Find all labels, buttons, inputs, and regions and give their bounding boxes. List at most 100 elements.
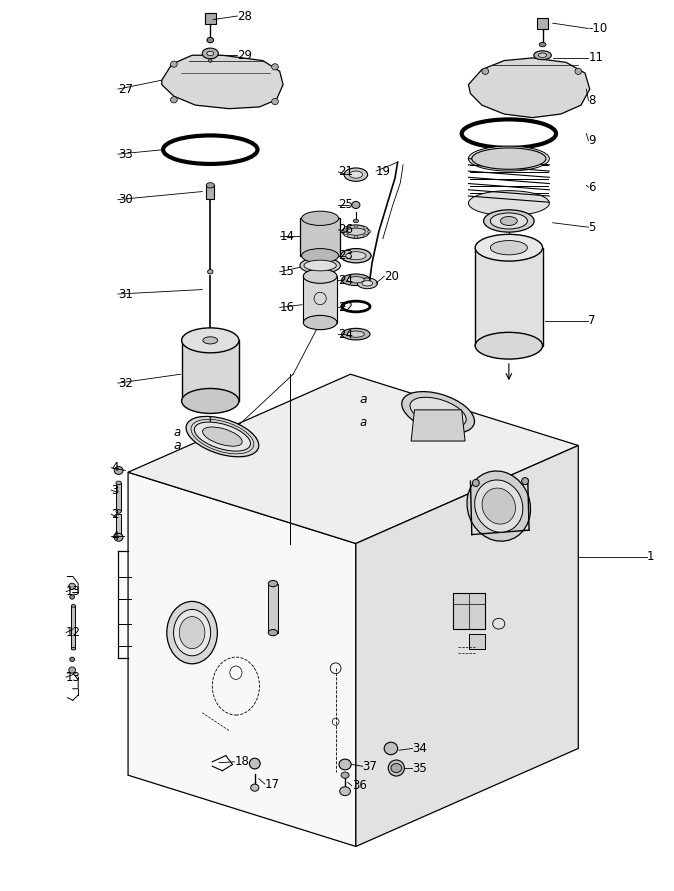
Text: 5: 5 <box>588 221 596 233</box>
Ellipse shape <box>353 219 359 223</box>
Text: 3: 3 <box>111 484 119 496</box>
Ellipse shape <box>340 787 350 796</box>
Ellipse shape <box>301 249 339 263</box>
Ellipse shape <box>500 217 518 225</box>
Ellipse shape <box>303 315 337 330</box>
Text: 32: 32 <box>118 377 133 389</box>
Text: 30: 30 <box>118 193 133 206</box>
Ellipse shape <box>171 61 177 68</box>
Ellipse shape <box>472 479 479 486</box>
Ellipse shape <box>342 225 369 239</box>
Ellipse shape <box>344 234 348 237</box>
Text: 6: 6 <box>588 181 596 193</box>
Ellipse shape <box>70 595 74 600</box>
Text: a: a <box>174 426 181 438</box>
Ellipse shape <box>341 772 349 779</box>
Text: -10: -10 <box>588 22 608 35</box>
Text: 18: 18 <box>235 756 249 768</box>
Ellipse shape <box>348 276 365 283</box>
Ellipse shape <box>166 601 217 664</box>
Ellipse shape <box>69 666 75 674</box>
Bar <box>300 218 340 256</box>
Ellipse shape <box>71 647 75 650</box>
Text: 31: 31 <box>118 288 133 300</box>
Ellipse shape <box>474 480 523 532</box>
Text: 24: 24 <box>338 328 353 340</box>
Ellipse shape <box>491 241 527 255</box>
Polygon shape <box>356 446 578 846</box>
Ellipse shape <box>202 48 218 59</box>
Text: 2: 2 <box>111 508 119 520</box>
Text: 4: 4 <box>111 530 119 543</box>
Ellipse shape <box>303 269 337 283</box>
Ellipse shape <box>468 191 549 216</box>
Ellipse shape <box>171 97 177 103</box>
Ellipse shape <box>344 168 368 182</box>
Polygon shape <box>411 410 465 441</box>
Ellipse shape <box>268 581 278 587</box>
Ellipse shape <box>342 274 370 286</box>
Ellipse shape <box>268 629 278 636</box>
Ellipse shape <box>69 584 75 590</box>
Ellipse shape <box>272 98 278 105</box>
Ellipse shape <box>364 226 367 229</box>
Ellipse shape <box>355 236 358 239</box>
Text: 4: 4 <box>111 462 119 474</box>
Text: 17: 17 <box>265 778 280 790</box>
Text: 28: 28 <box>237 10 252 22</box>
Ellipse shape <box>484 209 534 233</box>
Ellipse shape <box>300 257 340 274</box>
Ellipse shape <box>249 758 260 769</box>
Text: 35: 35 <box>412 762 427 774</box>
Text: 34: 34 <box>412 742 427 755</box>
Ellipse shape <box>357 278 377 289</box>
Bar <box>469 634 485 649</box>
Ellipse shape <box>208 269 213 274</box>
Bar <box>537 18 548 29</box>
Ellipse shape <box>251 784 259 791</box>
Ellipse shape <box>384 742 398 755</box>
Ellipse shape <box>182 388 239 413</box>
Ellipse shape <box>339 759 351 770</box>
Ellipse shape <box>208 395 213 399</box>
Ellipse shape <box>304 260 336 271</box>
Text: a: a <box>173 439 181 452</box>
Bar <box>453 593 485 629</box>
Ellipse shape <box>173 609 210 656</box>
Polygon shape <box>468 58 590 118</box>
Ellipse shape <box>207 37 214 43</box>
Text: 1: 1 <box>647 551 654 563</box>
Text: 13: 13 <box>66 671 81 683</box>
Ellipse shape <box>70 658 74 661</box>
Polygon shape <box>128 374 578 544</box>
Ellipse shape <box>482 488 516 524</box>
Ellipse shape <box>364 234 367 237</box>
Ellipse shape <box>182 328 239 353</box>
Bar <box>116 483 121 511</box>
Ellipse shape <box>522 478 528 485</box>
Ellipse shape <box>362 281 373 286</box>
Text: 27: 27 <box>118 83 133 95</box>
Ellipse shape <box>468 146 549 171</box>
Ellipse shape <box>194 422 251 451</box>
Text: 11: 11 <box>588 52 603 64</box>
Text: 22: 22 <box>338 301 353 314</box>
Text: a: a <box>360 416 367 429</box>
Ellipse shape <box>348 331 365 338</box>
Ellipse shape <box>467 471 530 541</box>
Ellipse shape <box>346 228 365 235</box>
Bar <box>206 185 214 199</box>
Ellipse shape <box>116 481 121 485</box>
Ellipse shape <box>352 201 360 208</box>
Ellipse shape <box>203 337 218 344</box>
Text: 36: 36 <box>352 780 367 792</box>
Ellipse shape <box>344 226 348 229</box>
Text: 15: 15 <box>280 266 295 278</box>
Ellipse shape <box>207 52 214 55</box>
Bar <box>116 514 121 535</box>
Bar <box>182 340 239 401</box>
Bar <box>71 606 75 649</box>
Ellipse shape <box>482 69 489 75</box>
Text: 7: 7 <box>588 315 596 327</box>
Text: 37: 37 <box>363 760 377 772</box>
